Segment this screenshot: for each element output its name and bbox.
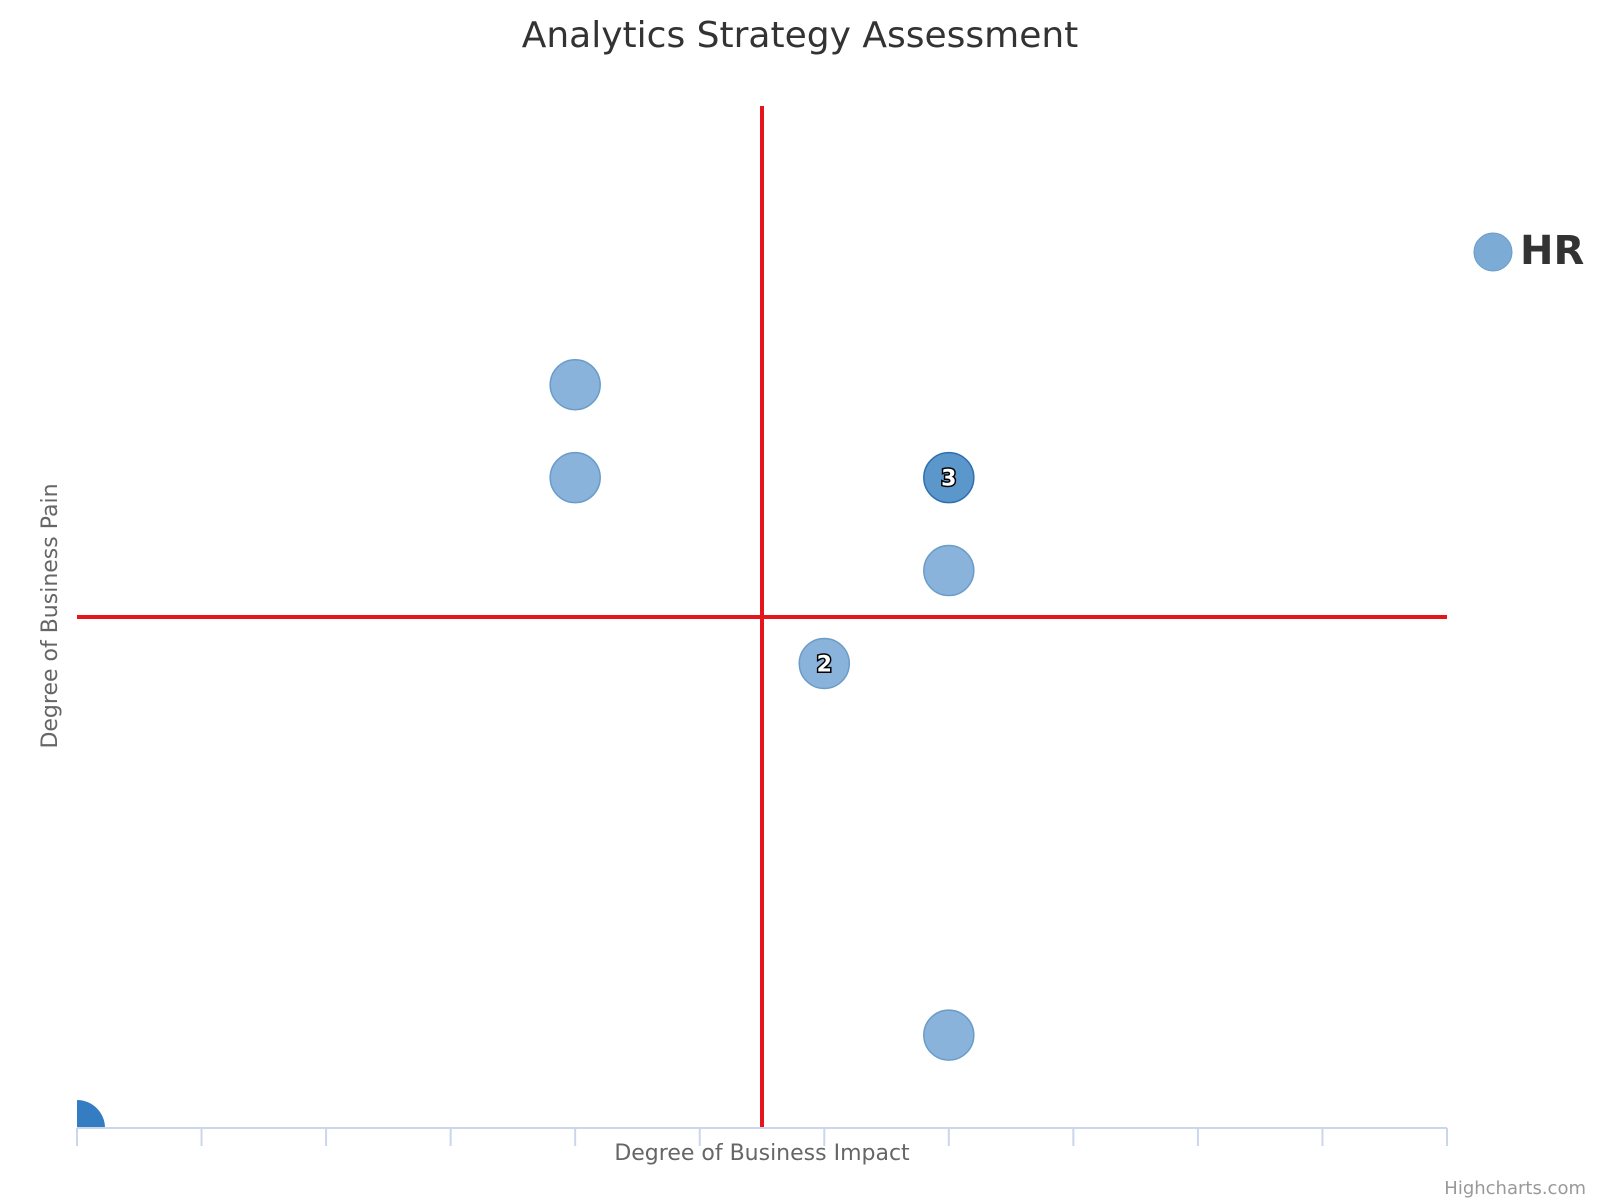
data-point[interactable] <box>49 1100 105 1156</box>
y-axis-title: Degree of Business Pain <box>38 483 63 748</box>
data-point[interactable] <box>923 451 975 504</box>
data-point[interactable] <box>923 1009 975 1061</box>
data-point[interactable] <box>923 544 975 597</box>
plot-area: 32 <box>49 106 1447 1156</box>
legend-item-hr[interactable]: HR <box>1520 228 1584 274</box>
data-label: 3 <box>941 467 956 492</box>
data-point[interactable] <box>798 637 851 690</box>
data-label: 2 <box>817 652 832 677</box>
data-point[interactable] <box>549 358 601 411</box>
credits-link[interactable]: Highcharts.com <box>1444 1178 1586 1199</box>
x-axis-title: Degree of Business Impact <box>614 1141 910 1166</box>
x-axis-ticks <box>76 1128 1448 1146</box>
data-point[interactable] <box>549 451 601 504</box>
legend[interactable]: HR <box>1473 228 1584 274</box>
chart-title: Analytics Strategy Assessment <box>522 15 1079 56</box>
legend-marker[interactable] <box>1473 232 1513 272</box>
